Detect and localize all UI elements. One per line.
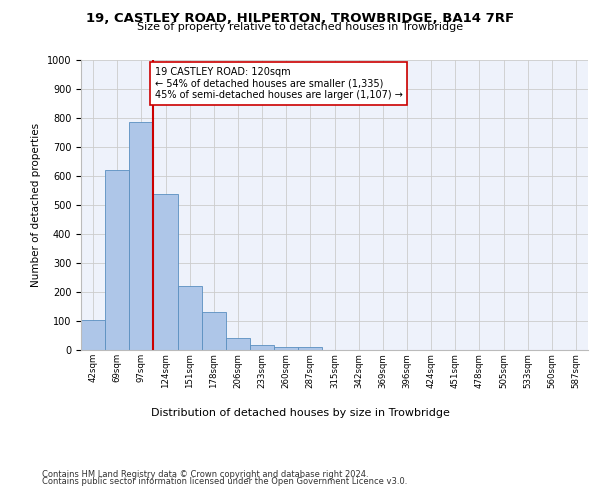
Text: Size of property relative to detached houses in Trowbridge: Size of property relative to detached ho… [137,22,463,32]
Bar [274,347,298,350]
Text: Contains public sector information licensed under the Open Government Licence v3: Contains public sector information licen… [42,478,407,486]
Bar [202,312,226,350]
Bar [154,194,178,350]
Text: Contains HM Land Registry data © Crown copyright and database right 2024.: Contains HM Land Registry data © Crown c… [42,470,368,479]
Bar [250,345,274,350]
Bar [105,170,129,350]
Text: 19 CASTLEY ROAD: 120sqm
← 54% of detached houses are smaller (1,335)
45% of semi: 19 CASTLEY ROAD: 120sqm ← 54% of detache… [155,68,403,100]
Bar [178,286,202,350]
Bar [129,122,154,350]
Bar [298,347,322,350]
Text: 19, CASTLEY ROAD, HILPERTON, TROWBRIDGE, BA14 7RF: 19, CASTLEY ROAD, HILPERTON, TROWBRIDGE,… [86,12,514,26]
Y-axis label: Number of detached properties: Number of detached properties [31,123,41,287]
Text: Distribution of detached houses by size in Trowbridge: Distribution of detached houses by size … [151,408,449,418]
Bar [226,338,250,350]
Bar [81,320,105,350]
